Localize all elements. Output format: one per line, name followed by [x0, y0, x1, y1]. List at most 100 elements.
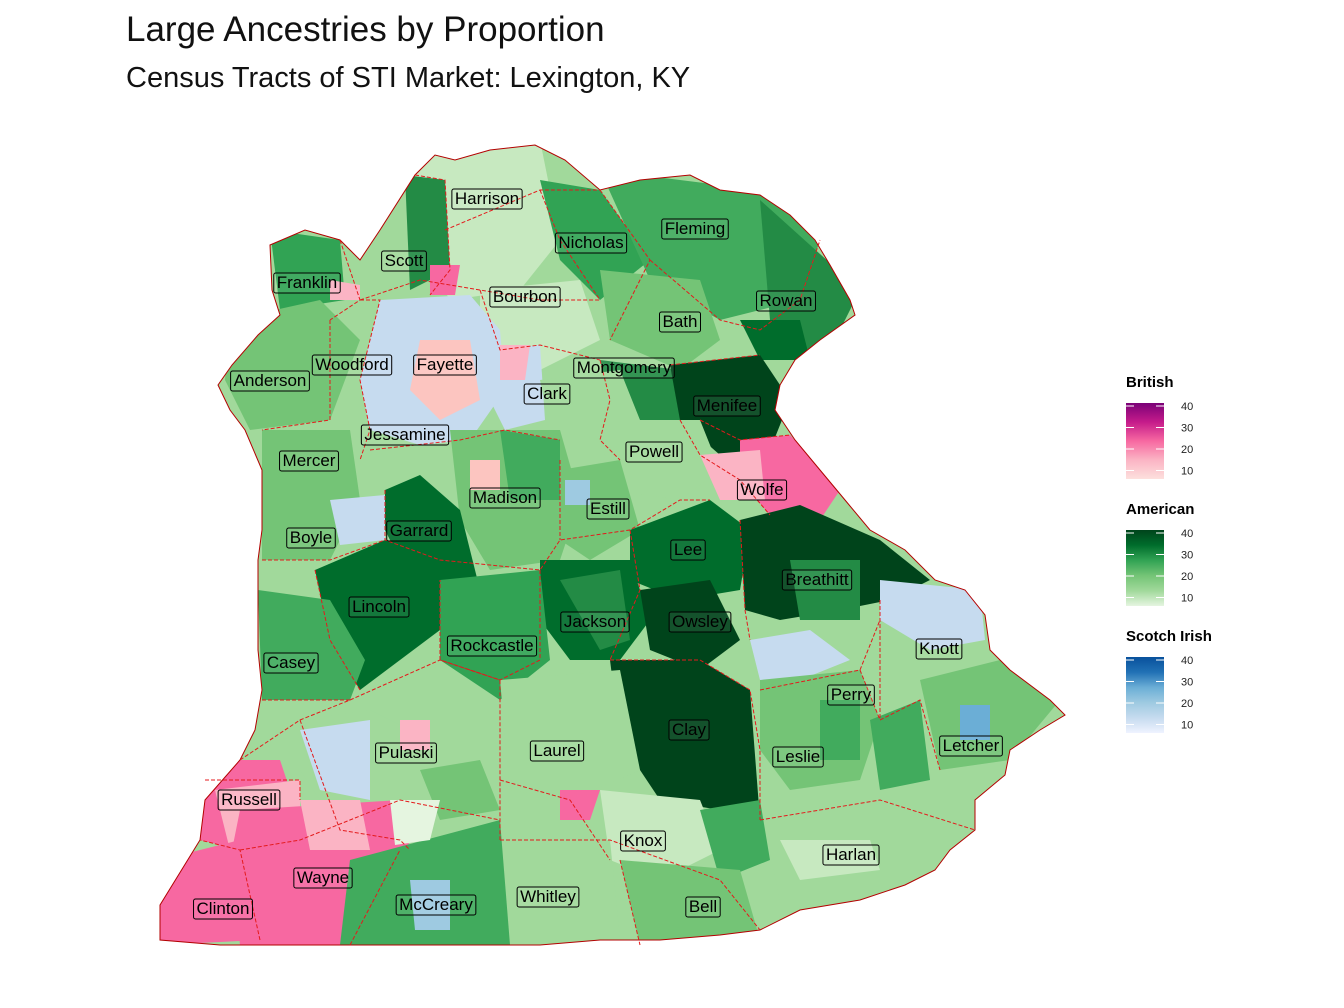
- county-label-wayne: Wayne: [293, 867, 353, 889]
- county-name: Madison: [473, 488, 537, 507]
- county-label-bath: Bath: [659, 311, 701, 333]
- legend-tick-label: 30: [1181, 677, 1193, 689]
- legend-tick-label: 10: [1181, 720, 1193, 732]
- county-label-owsley: Owsley: [668, 611, 732, 633]
- county-label-rockcastle: Rockcastle: [446, 635, 538, 657]
- county-label-perry: Perry: [827, 684, 875, 706]
- legend-tick-label: 30: [1181, 550, 1193, 562]
- county-name: Pulaski: [379, 743, 434, 762]
- county-label-rowan: Rowan: [756, 290, 816, 312]
- county-name: Nicholas: [558, 233, 623, 252]
- legend-british: British 40 30 20 10: [1126, 374, 1193, 479]
- county-label-jessamine: Jessamine: [360, 424, 450, 446]
- county-name: Bourbon: [493, 287, 557, 306]
- county-label-clinton: Clinton: [193, 898, 253, 920]
- county-label-knott: Knott: [915, 638, 963, 660]
- county-label-box: [670, 539, 706, 561]
- county-label-fayette: Fayette: [413, 354, 477, 376]
- tract-fills: [160, 145, 1060, 945]
- county-name: Rowan: [760, 291, 813, 310]
- county-label-box: [516, 886, 580, 908]
- county-name: Laurel: [533, 741, 580, 760]
- county-label-box: [451, 188, 523, 210]
- county-label-box: [293, 867, 353, 889]
- county-labels: Harrison Nicholas Fleming Scott Franklin Bour…: [193, 188, 1003, 920]
- county-label-fleming: Fleming: [661, 218, 729, 240]
- county-name: Lee: [674, 540, 702, 559]
- county-label-box: [560, 611, 630, 633]
- county-name: Mercer: [283, 451, 336, 470]
- county-label-box: [772, 746, 824, 768]
- county-label-box: [279, 450, 339, 472]
- county-label-box: [573, 357, 675, 379]
- legend-tick-label: 10: [1181, 466, 1193, 478]
- county-label-harrison: Harrison: [451, 188, 523, 210]
- county-label-box: [554, 232, 628, 254]
- county-label-box: [381, 250, 427, 272]
- county-label-box: [489, 286, 561, 308]
- county-name: McCreary: [399, 895, 473, 914]
- county-label-box: [659, 311, 701, 333]
- county-label-whitley: Whitley: [516, 886, 580, 908]
- county-label-box: [625, 441, 683, 463]
- legend-tick-label: 40: [1181, 401, 1193, 413]
- county-label-breathitt: Breathitt: [781, 569, 853, 591]
- county-name: Wayne: [297, 868, 349, 887]
- county-label-woodford: Woodford: [311, 354, 393, 376]
- legend-color-bar: [1126, 403, 1164, 479]
- map-subtitle: Census Tracts of STI Market: Lexington, …: [126, 62, 691, 94]
- county-label-box: [586, 498, 630, 520]
- county-label-box: [693, 395, 761, 417]
- county-label-bell: Bell: [685, 896, 721, 918]
- county-name: Woodford: [315, 355, 388, 374]
- county-label-box: [529, 740, 585, 762]
- county-name: Clark: [527, 384, 567, 403]
- county-name: Letcher: [943, 736, 1000, 755]
- county-label-lincoln: Lincoln: [348, 596, 410, 618]
- county-name: Russell: [221, 790, 277, 809]
- county-name: Bath: [663, 312, 698, 331]
- county-label-box: [827, 684, 875, 706]
- county-name: Scott: [385, 251, 424, 270]
- county-label-box: [781, 569, 853, 591]
- county-label-russell: Russell: [217, 789, 281, 811]
- county-name: Jackson: [564, 612, 626, 631]
- county-label-box: [469, 487, 541, 509]
- county-label-box: [348, 596, 410, 618]
- county-label-lee: Lee: [670, 539, 706, 561]
- county-label-box: [620, 830, 666, 852]
- county-label-leslie: Leslie: [772, 746, 824, 768]
- county-name: Franklin: [277, 273, 337, 292]
- county-label-box: [193, 898, 253, 920]
- county-label-clark: Clark: [523, 383, 571, 405]
- county-label-knox: Knox: [620, 830, 666, 852]
- county-label-mercer: Mercer: [279, 450, 339, 472]
- county-label-box: [736, 479, 788, 501]
- county-name: Fayette: [417, 355, 474, 374]
- county-label-mccreary: McCreary: [395, 894, 477, 916]
- county-label-box: [446, 635, 538, 657]
- county-label-anderson: Anderson: [230, 370, 310, 392]
- legend-tick-label: 20: [1181, 698, 1193, 710]
- county-label-box: [685, 896, 721, 918]
- legend-color-bar: [1126, 530, 1164, 606]
- county-label-box: [230, 370, 310, 392]
- county-label-franklin: Franklin: [273, 272, 341, 294]
- legend-title: American: [1126, 501, 1194, 518]
- county-borders: [159, 144, 1066, 946]
- county-label-harlan: Harlan: [822, 844, 880, 866]
- county-label-boyle: Boyle: [286, 527, 336, 549]
- legend-scotch-irish: Scotch Irish 40 30 20 10: [1126, 628, 1212, 733]
- county-name: Fleming: [665, 219, 725, 238]
- county-name: Leslie: [776, 747, 820, 766]
- county-label-box: [668, 611, 732, 633]
- county-label-nicholas: Nicholas: [554, 232, 628, 254]
- county-label-garrard: Garrard: [386, 520, 452, 542]
- county-name: Casey: [267, 653, 316, 672]
- county-label-box: [523, 383, 571, 405]
- county-label-clay: Clay: [668, 719, 710, 741]
- county-label-casey: Casey: [263, 652, 319, 674]
- county-label-box: [915, 638, 963, 660]
- county-label-box: [273, 272, 341, 294]
